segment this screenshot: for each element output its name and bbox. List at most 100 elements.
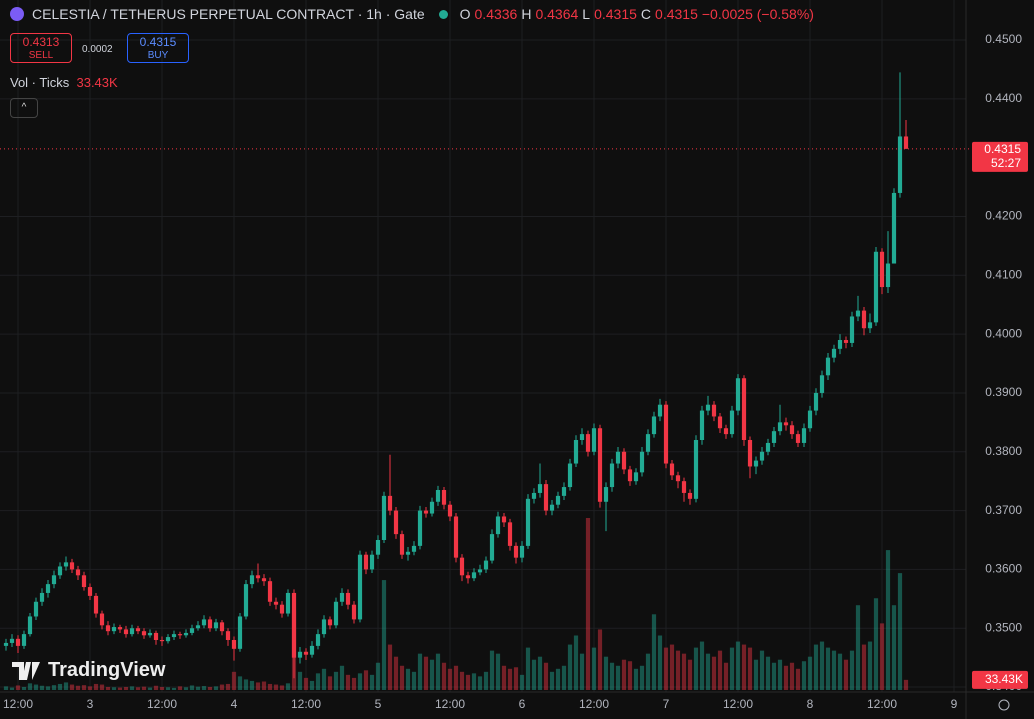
volume-bar: [315, 673, 321, 690]
candle-body: [219, 622, 225, 632]
volume-bar: [165, 687, 171, 690]
candle-body: [51, 575, 57, 585]
candle-body: [285, 592, 291, 614]
logo: TradingView: [12, 659, 165, 682]
candle-body: [897, 136, 903, 193]
buy-button[interactable]: 0.4315 BUY: [127, 33, 189, 63]
candle-body: [261, 578, 267, 582]
volume-value: 33.43K: [76, 75, 118, 90]
volume-bar: [477, 676, 483, 690]
candle-body: [33, 601, 39, 617]
candle-body: [843, 340, 849, 343]
volume-bar: [585, 518, 591, 690]
volume-bar: [471, 673, 477, 690]
volume-bar: [591, 647, 597, 690]
volume-bar: [507, 668, 513, 690]
volume-bar: [351, 677, 357, 690]
candle-body: [783, 422, 789, 426]
candle-body: [255, 575, 261, 579]
o-value: 0.4336: [474, 6, 518, 22]
volume-bar: [117, 687, 123, 690]
volume-bar: [297, 671, 303, 690]
volume-bar: [729, 647, 735, 690]
candle-body: [891, 192, 897, 264]
volume-bar: [261, 681, 267, 690]
candle-body: [879, 251, 885, 288]
volume-bar: [219, 684, 225, 690]
l-value: 0.4315: [594, 6, 637, 22]
spread: 0.0002: [82, 44, 113, 55]
candle-body: [777, 422, 783, 432]
candle-body: [291, 592, 297, 658]
candle-body: [687, 492, 693, 499]
x-tick-label: 12:00: [147, 697, 177, 711]
y-tick-label: 0.4400: [985, 91, 1022, 105]
volume-bar: [3, 686, 9, 690]
candle-body: [537, 484, 543, 493]
candle-body: [477, 569, 483, 573]
candle-body: [621, 451, 627, 470]
candle-body: [555, 495, 561, 505]
candle-body: [495, 516, 501, 535]
candle-body: [45, 584, 51, 593]
volume-bar: [327, 676, 333, 690]
volume-bar: [147, 687, 153, 690]
volume-bar: [543, 662, 549, 690]
candle-body: [27, 616, 33, 635]
candle-body: [237, 616, 243, 649]
settings-icon[interactable]: [998, 699, 1010, 711]
volume-bar: [177, 686, 183, 690]
volume-bar: [201, 686, 207, 690]
volume-bar: [189, 685, 195, 690]
volume-bar: [75, 685, 81, 690]
volume-bar: [681, 653, 687, 690]
candle-body: [807, 410, 813, 429]
l-label: L: [582, 6, 591, 22]
candle-body: [375, 540, 381, 555]
candle-body: [303, 651, 309, 655]
volume-bar: [243, 679, 249, 690]
price-badge: [972, 141, 1028, 172]
candle-body: [765, 442, 771, 452]
countdown: 52:27: [991, 156, 1021, 170]
candle-body: [861, 310, 867, 329]
candle-body: [813, 392, 819, 411]
y-tick-label: 0.3500: [985, 620, 1022, 634]
x-tick-label: 5: [375, 697, 382, 711]
candle-body: [387, 495, 393, 511]
candle-body: [657, 404, 663, 417]
candle-body: [711, 404, 717, 417]
collapse-button[interactable]: ^: [10, 98, 38, 118]
candle-body: [747, 440, 753, 467]
volume-legend: Vol · Ticks 33.43K: [10, 75, 118, 90]
volume-bar: [873, 598, 879, 690]
x-tick-label: 9: [951, 697, 958, 711]
candle-body: [447, 504, 453, 517]
x-tick-label: 12:00: [3, 697, 33, 711]
candle-body: [513, 545, 519, 558]
volume-bar: [723, 662, 729, 690]
volume-bar: [39, 685, 45, 690]
volume-bar: [441, 662, 447, 690]
c-label: C: [640, 6, 652, 22]
sell-button[interactable]: 0.4313 SELL: [10, 33, 72, 63]
candle-body: [699, 410, 705, 440]
candle-body: [639, 451, 645, 473]
volume-bar: [579, 653, 585, 690]
volume-bar: [111, 687, 117, 690]
candle-body: [333, 601, 339, 626]
volume-bar: [333, 671, 339, 690]
candle-body: [453, 516, 459, 558]
candle-body: [771, 431, 777, 443]
candle-body: [615, 451, 621, 464]
x-tick-label: 12:00: [867, 697, 897, 711]
candle-body: [273, 601, 279, 605]
candle-body: [831, 348, 837, 358]
candle-body: [99, 613, 105, 626]
volume-bar: [501, 665, 507, 690]
volume-bar: [309, 680, 315, 690]
volume-bar: [159, 686, 165, 690]
candle-body: [117, 627, 123, 630]
volume-bar: [603, 656, 609, 690]
